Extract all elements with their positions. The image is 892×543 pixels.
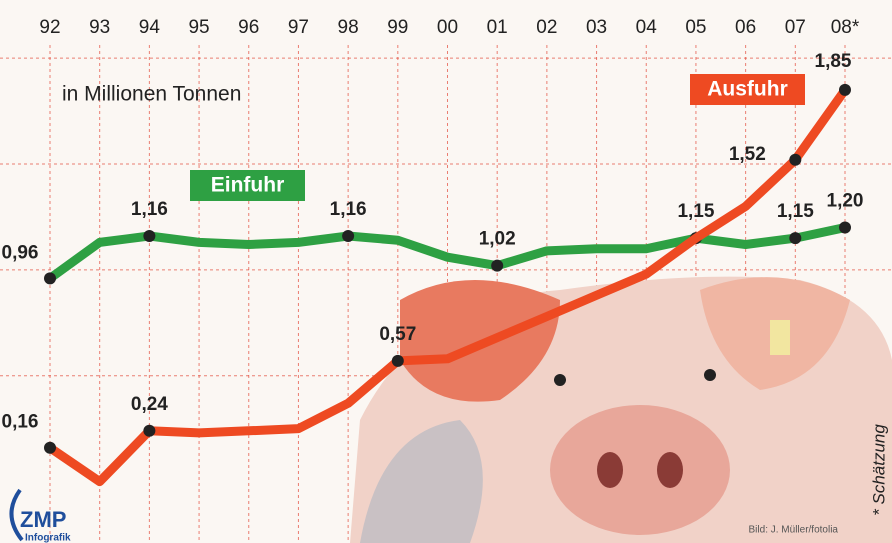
- x-tick-label: 95: [188, 17, 209, 38]
- x-tick-label: 02: [536, 17, 557, 38]
- x-tick-label: 98: [338, 17, 359, 38]
- value-label: 1,16: [131, 199, 168, 220]
- photo-credit: Bild: J. Müller/fotolia: [749, 525, 839, 536]
- x-tick-label: 96: [238, 17, 259, 38]
- point: [143, 425, 155, 437]
- point: [342, 230, 354, 242]
- x-tick-label: 99: [387, 17, 408, 38]
- value-label: 1,15: [777, 201, 814, 222]
- x-tick-label: 07: [785, 17, 806, 38]
- point: [839, 84, 851, 96]
- x-tick-label: 04: [636, 17, 658, 38]
- point: [789, 232, 801, 244]
- x-tick-label: 94: [139, 17, 161, 38]
- point: [839, 222, 851, 234]
- x-tick-label: 97: [288, 17, 309, 38]
- logo-sub: Infografik: [25, 533, 71, 543]
- value-label: 1,15: [677, 201, 714, 222]
- point: [789, 154, 801, 166]
- value-label: 1,02: [479, 229, 516, 250]
- pig-photo: [350, 277, 892, 543]
- value-label: 0,57: [379, 324, 416, 345]
- x-tick-label: 00: [437, 17, 458, 38]
- x-tick-label: 05: [685, 17, 706, 38]
- x-tick-label: 06: [735, 17, 756, 38]
- legend-label: Ausfuhr: [707, 78, 788, 101]
- value-label: 1,16: [330, 199, 367, 220]
- value-label: 1,85: [815, 51, 852, 72]
- value-label: 1,52: [729, 144, 766, 165]
- subtitle: in Millionen Tonnen: [62, 83, 241, 106]
- value-label: 0,24: [131, 394, 168, 415]
- x-tick-label: 03: [586, 17, 607, 38]
- value-label: 0,96: [2, 242, 39, 263]
- x-tick-label: 08*: [831, 17, 860, 38]
- point: [491, 260, 503, 272]
- value-label: 0,16: [2, 412, 39, 433]
- x-tick-label: 93: [89, 17, 110, 38]
- point: [143, 230, 155, 242]
- point: [392, 355, 404, 367]
- x-tick-label: 01: [487, 17, 508, 38]
- point: [44, 272, 56, 284]
- x-tick-label: 92: [39, 17, 60, 38]
- logo-text: ZMP: [20, 507, 66, 532]
- legend-label: Einfuhr: [211, 174, 285, 197]
- chart: in Millionen Tonnen * Schätzung Bild: J.…: [0, 0, 892, 543]
- footnote: * Schätzung: [869, 424, 888, 516]
- point: [44, 442, 56, 454]
- value-label: 1,20: [827, 191, 864, 212]
